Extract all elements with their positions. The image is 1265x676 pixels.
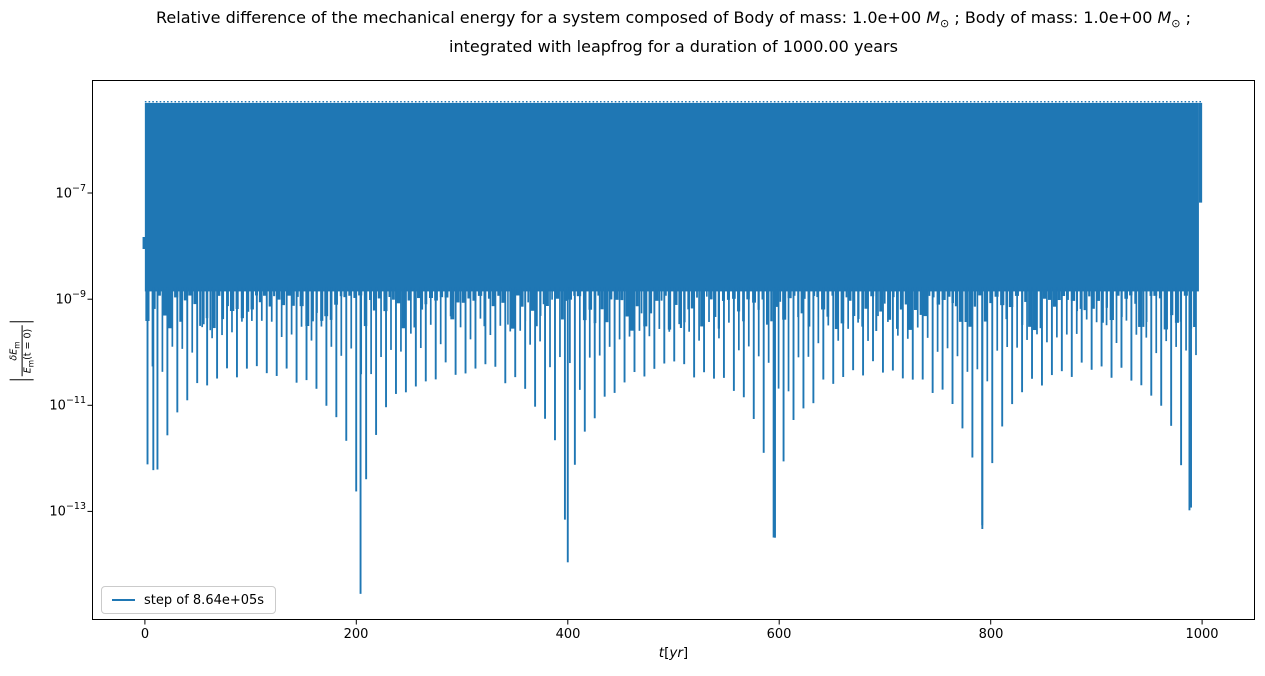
denominator-args: (t = 0) (22, 328, 34, 360)
tick-exponent: −13 (65, 501, 86, 512)
chart-title-line1: Relative difference of the mechanical en… (92, 6, 1255, 35)
legend-line-sample (112, 598, 135, 602)
x-tick-label: 400 (555, 627, 581, 642)
abs-bar (10, 379, 34, 381)
mass-symbol: M (926, 8, 941, 27)
x-tick-label: 0 (140, 627, 150, 642)
xlabel-unit: yr (669, 645, 683, 661)
chart-title: Relative difference of the mechanical en… (92, 6, 1255, 58)
y-axis-label: δEm Em(t = 0) (8, 321, 36, 381)
numerator-subscript: m (12, 341, 22, 349)
tick-exponent: −7 (71, 183, 86, 194)
y-tick-label: 10−11 (30, 395, 86, 414)
x-axis-label: t[yr] (92, 645, 1255, 661)
tick-base: 10 (55, 186, 72, 202)
tick-exponent: −11 (65, 395, 86, 406)
x-tick-label: 1000 (1185, 627, 1219, 642)
legend: step of 8.64e+05s (101, 586, 277, 614)
x-tick-label: 800 (978, 627, 1004, 642)
tick-base: 10 (49, 398, 66, 414)
ylabel-denominator: Em(t = 0) (23, 326, 36, 377)
title-text: Relative difference of the mechanical en… (156, 8, 927, 27)
title-text: ; Body of mass: 1.0e+00 (949, 8, 1158, 27)
tick-base: 10 (49, 504, 66, 520)
x-tick-label: 200 (343, 627, 369, 642)
y-tick-label: 10−13 (30, 501, 86, 520)
numerator-symbol: δE (8, 348, 20, 361)
y-tick-label: 10−7 (30, 183, 86, 202)
xlabel-bracket: ] (682, 645, 689, 661)
y-tick-label: 10−9 (30, 289, 86, 308)
legend-label: step of 8.64e+05s (144, 592, 265, 608)
ylabel-fraction: δEm Em(t = 0) (8, 325, 36, 377)
tick-exponent: −9 (71, 289, 86, 300)
title-text: ; (1180, 8, 1191, 27)
ylabel-numerator: δEm (8, 325, 23, 377)
xlabel-bracket: [ (664, 645, 670, 661)
denominator-symbol: E (22, 367, 34, 374)
mass-symbol: M (1157, 8, 1172, 27)
tick-base: 10 (55, 292, 72, 308)
denominator-subscript: m (26, 359, 36, 368)
chart-title-line2: integrated with leapfrog for a duration … (449, 37, 898, 57)
abs-bar (10, 321, 34, 323)
sun-symbol: ⊙ (940, 17, 950, 31)
xlabel-variable: t (658, 645, 665, 661)
sun-symbol: ⊙ (1171, 17, 1181, 31)
x-tick-label: 600 (766, 627, 792, 642)
